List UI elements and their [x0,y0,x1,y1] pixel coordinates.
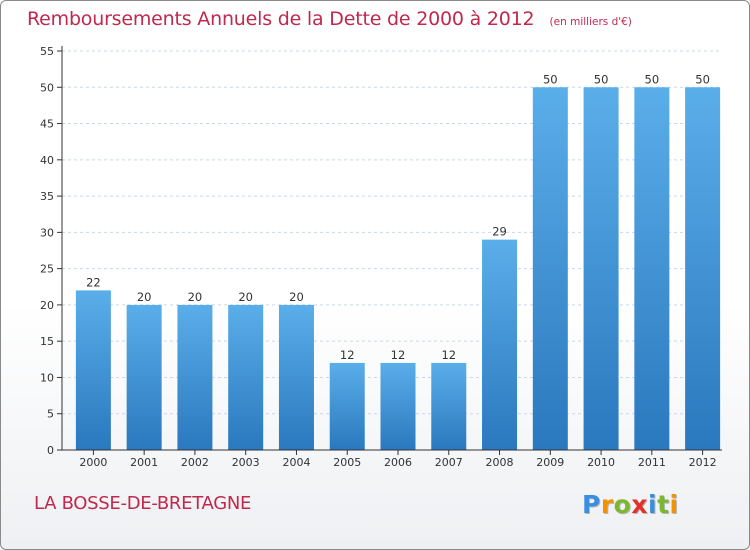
x-tick-label: 2001 [130,456,158,469]
bar [583,87,619,450]
logo-letter: P [582,490,601,519]
y-tick-label: 15 [40,335,54,348]
x-tick-label: 2002 [181,456,209,469]
y-tick-label: 20 [40,299,54,312]
x-tick-label: 2012 [689,456,717,469]
logo-letter: i [648,490,658,519]
data-label: 50 [695,72,710,86]
logo-letter: o [613,490,632,519]
bar [75,290,111,450]
y-tick-label: 55 [40,45,54,58]
x-tick-label: 2009 [536,456,564,469]
bar [329,362,365,450]
bar [228,304,264,450]
x-tick-label: 2006 [384,456,412,469]
commune-name: LA BOSSE-DE-BRETAGNE [34,493,252,514]
x-tick-label: 2004 [282,456,310,469]
bar [634,87,670,450]
bar [482,239,518,450]
data-label: 12 [391,348,406,362]
data-label: 50 [594,72,609,86]
y-tick-label: 50 [40,81,54,94]
y-tick-label: 25 [40,263,54,276]
y-tick-label: 5 [47,408,54,421]
y-tick-label: 45 [40,118,54,131]
bar [278,304,314,450]
proxiti-logo: Proxiti [582,490,679,519]
x-tick-label: 2007 [435,456,463,469]
data-label: 12 [340,348,355,362]
bar [685,87,721,450]
x-tick-label: 2000 [79,456,107,469]
logo-letter: x [631,490,648,519]
y-tick-label: 40 [40,154,54,167]
x-tick-label: 2010 [587,456,615,469]
y-tick-label: 35 [40,190,54,203]
data-label: 20 [238,290,253,304]
logo-letter: i [669,490,679,519]
y-tick-label: 10 [40,371,54,384]
logo-letter: r [600,490,614,519]
bar [380,362,416,450]
y-tick-label: 0 [47,444,54,457]
data-label: 12 [441,348,456,362]
bar [431,362,467,450]
data-label: 20 [289,290,304,304]
data-label: 22 [86,275,101,289]
x-tick-label: 2003 [232,456,260,469]
chart-subtitle: (en milliers d'€) [549,16,632,28]
bar [532,87,568,450]
data-label: 20 [188,290,203,304]
title-row: Remboursements Annuels de la Dette de 20… [27,8,632,30]
y-tick-label: 30 [40,226,54,239]
data-label: 50 [543,72,558,86]
data-label: 50 [645,72,660,86]
bar [126,304,162,450]
chart-title: Remboursements Annuels de la Dette de 20… [27,8,535,30]
x-tick-label: 2011 [638,456,666,469]
logo-letter: t [657,490,670,519]
data-label: 20 [137,290,152,304]
x-tick-label: 2005 [333,456,361,469]
x-tick-label: 2008 [486,456,514,469]
data-label: 29 [492,225,507,239]
bar [177,304,213,450]
